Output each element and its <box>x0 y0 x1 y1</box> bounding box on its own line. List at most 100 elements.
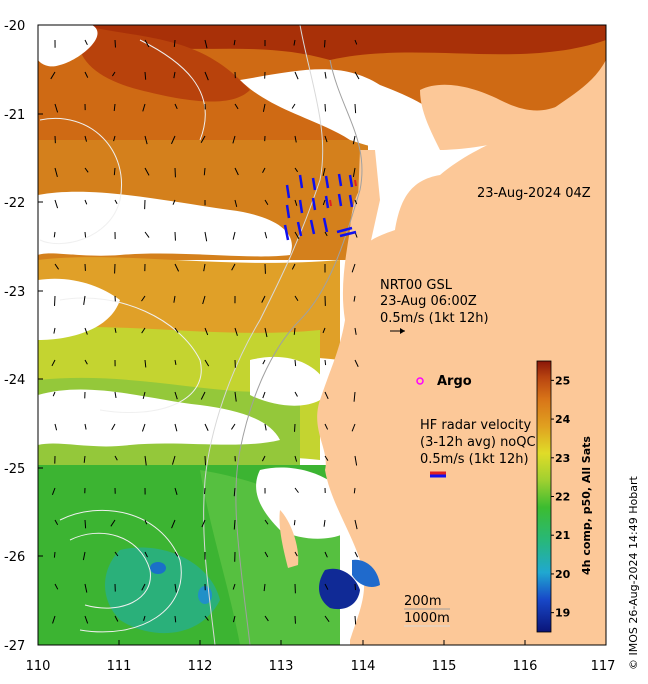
velocity-arrow <box>291 103 296 109</box>
velocity-arrow <box>293 327 296 335</box>
y-tick-label: -23 <box>4 285 25 300</box>
velocity-arrow <box>261 295 266 303</box>
velocity-arrow <box>324 359 327 366</box>
velocity-arrow <box>324 231 328 237</box>
velocity-arrow <box>54 167 58 178</box>
velocity-arrow <box>354 103 357 114</box>
velocity-arrow <box>141 295 146 302</box>
velocity-arrow <box>204 615 209 621</box>
velocity-arrow <box>233 487 236 497</box>
velocity-arrow <box>83 295 86 305</box>
velocity-arrow <box>233 519 236 530</box>
velocity-arrow <box>354 199 358 205</box>
velocity-arrow <box>171 455 176 465</box>
x-tick-label: 115 <box>432 659 457 674</box>
sst-hot-north <box>38 25 606 60</box>
velocity-arrow <box>51 359 56 367</box>
velocity-arrow <box>144 455 147 466</box>
velocity-arrow <box>354 519 358 530</box>
velocity-arrow <box>84 583 88 593</box>
x-tick-label: 113 <box>269 659 294 674</box>
velocity-arrow <box>202 295 206 305</box>
ssh-contour-4 <box>69 532 151 609</box>
colorbar-tick-label: 25 <box>555 374 570 387</box>
velocity-arrow <box>353 295 356 302</box>
velocity-arrow <box>322 199 326 206</box>
velocity-arrow <box>84 135 88 142</box>
velocity-arrow <box>354 583 357 591</box>
x-tick-label: 110 <box>26 659 51 674</box>
velocity-arrow <box>262 103 266 112</box>
y-tick-label: -27 <box>4 639 25 654</box>
isobath-1000 <box>203 25 324 645</box>
velocity-arrow <box>354 551 359 558</box>
y-tick-label: -25 <box>4 462 25 477</box>
isobath-200 <box>235 59 363 645</box>
velocity-arrow <box>174 327 179 333</box>
velocity-arrow <box>54 263 60 270</box>
velocity-arrow <box>264 199 269 206</box>
ssh-contour-3 <box>59 509 182 633</box>
y-tick-label: -26 <box>4 550 25 565</box>
velocity-arrow <box>324 391 329 400</box>
velocity-arrow <box>294 231 300 240</box>
velocity-arrow <box>172 199 176 205</box>
velocity-arrow <box>351 423 356 432</box>
velocity-arrow <box>204 231 208 242</box>
hf-sub: (3-12h avg) noQC <box>420 435 536 450</box>
x-tick-label: 114 <box>351 659 376 674</box>
velocity-arrow <box>352 135 356 145</box>
colorbar: 25 24 23 22 21 20 19 4h comp, p50, All Sats <box>536 360 593 633</box>
nrt-scale-arrow <box>390 328 405 334</box>
velocity-arrow <box>54 583 59 590</box>
velocity-arrow <box>51 487 56 495</box>
x-tick-label: 117 <box>591 659 616 674</box>
y-tick-label: -24 <box>4 373 25 388</box>
nrt-scale: 0.5m/s (1kt 12h) <box>380 311 489 326</box>
velocity-arrow <box>234 167 239 176</box>
velocity-vector-field <box>50 39 360 625</box>
velocity-arrow <box>293 519 296 526</box>
plot-frame <box>37 24 607 646</box>
velocity-arrow <box>84 519 87 529</box>
velocity-arrow <box>142 103 146 112</box>
cloud-band-24 <box>38 389 280 447</box>
velocity-arrow <box>113 167 116 176</box>
velocity-arrow <box>294 71 299 80</box>
velocity-arrow <box>233 39 236 46</box>
velocity-arrow <box>353 487 356 494</box>
velocity-arrow <box>53 327 56 334</box>
velocity-arrow <box>294 167 299 173</box>
velocity-arrow <box>114 391 117 399</box>
velocity-arrow <box>232 615 236 623</box>
velocity-arrow <box>324 583 329 590</box>
x-tick-label: 111 <box>107 659 132 674</box>
colorbar-tick-label: 21 <box>555 529 570 542</box>
velocity-arrow <box>264 231 268 239</box>
argo-label: Argo <box>437 374 472 389</box>
x-tick-label: 116 <box>513 659 538 674</box>
cloud-band-mid <box>38 191 292 257</box>
velocity-arrow <box>171 519 176 529</box>
velocity-arrow <box>144 39 150 48</box>
velocity-arrow <box>84 615 89 624</box>
velocity-arrow <box>294 487 299 493</box>
velocity-arrow <box>204 39 208 49</box>
velocity-arrow <box>262 359 266 365</box>
velocity-arrow <box>113 103 116 111</box>
cloud-mid-east <box>250 356 330 406</box>
velocity-arrow <box>174 103 178 110</box>
velocity-arrow <box>84 199 88 205</box>
velocity-arrow <box>204 71 209 81</box>
velocity-arrow <box>264 423 267 431</box>
velocity-arrow <box>83 455 86 463</box>
velocity-arrow <box>111 423 116 431</box>
velocity-arrow <box>294 359 297 367</box>
velocity-arrow <box>54 199 59 209</box>
hf-scale-arrow <box>430 471 446 478</box>
velocity-arrow <box>231 423 236 430</box>
velocity-arrow <box>354 327 357 335</box>
velocity-arrow <box>52 391 56 397</box>
velocity-arrow <box>174 615 177 623</box>
